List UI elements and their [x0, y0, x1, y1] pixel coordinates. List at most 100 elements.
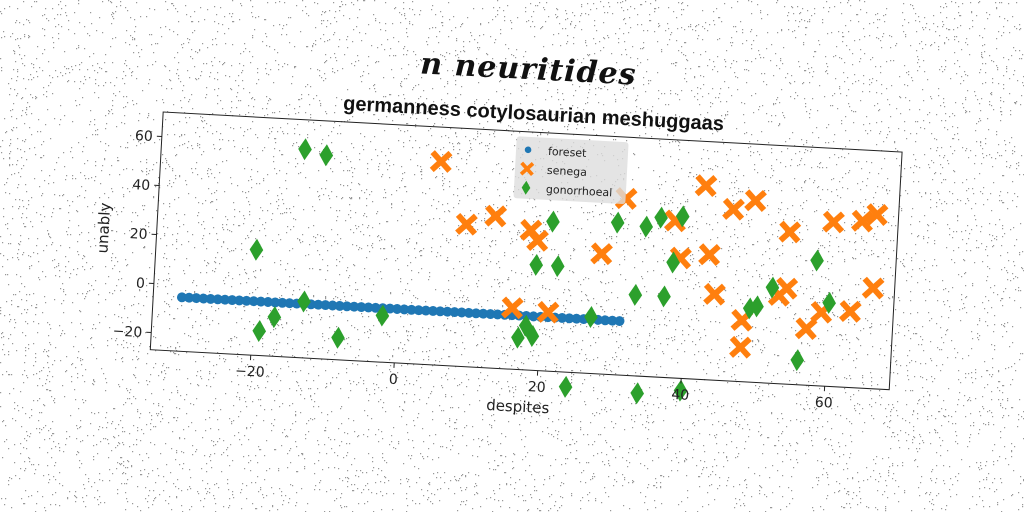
x-tick-label: 60: [814, 395, 833, 412]
point-foreset: [614, 316, 625, 326]
point-foreset: [234, 295, 245, 306]
point-foreset: [220, 294, 230, 305]
point-foreset: [363, 302, 374, 313]
point-foreset: [456, 307, 467, 318]
chart-title: germanness cotylosaurian meshuggaas: [343, 93, 725, 136]
point-gonorrhoeal: [525, 324, 540, 347]
point-foreset: [184, 292, 195, 303]
point-foreset: [176, 292, 187, 303]
point-gonorrhoeal: [673, 379, 688, 402]
y-tick-label: 40: [132, 177, 151, 194]
point-foreset: [255, 296, 266, 307]
point-gonorrhoeal: [654, 206, 668, 229]
point-gonorrhoeal: [550, 255, 565, 278]
point-gonorrhoeal: [331, 326, 345, 349]
point-foreset: [205, 293, 216, 304]
point-gonorrhoeal: [558, 375, 573, 398]
point-foreset: [385, 303, 395, 314]
point-gonorrhoeal: [657, 285, 671, 308]
point-foreset: [478, 308, 489, 319]
x-axis-label: despites: [486, 396, 550, 417]
point-gonorrhoeal: [790, 349, 805, 372]
point-gonorrhoeal: [584, 306, 598, 329]
point-gonorrhoeal: [518, 314, 533, 337]
y-tick-label: 20: [129, 226, 148, 243]
point-foreset: [313, 299, 324, 310]
point-foreset: [471, 308, 481, 319]
point-gonorrhoeal: [765, 276, 780, 299]
point-foreset: [485, 309, 496, 319]
point-foreset: [263, 297, 273, 307]
point-senega: [455, 212, 478, 236]
point-foreset: [413, 305, 424, 316]
point-foreset: [248, 296, 259, 307]
axes-frame: [149, 111, 903, 391]
point-gonorrhoeal: [297, 290, 311, 313]
point-foreset: [198, 293, 209, 304]
point-foreset: [607, 315, 618, 326]
x-tick-label: 20: [527, 379, 546, 396]
point-foreset: [227, 295, 238, 306]
x-tick-label: −20: [235, 363, 265, 381]
point-gonorrhoeal: [529, 253, 544, 276]
point-foreset: [571, 313, 582, 324]
point-foreset: [270, 297, 281, 308]
point-senega: [794, 317, 818, 341]
point-foreset: [349, 301, 360, 312]
y-tick-label: −20: [112, 323, 142, 341]
point-senega: [484, 204, 508, 228]
point-foreset: [442, 306, 453, 317]
point-foreset: [212, 294, 223, 305]
point-senega: [851, 209, 874, 233]
point-gonorrhoeal: [298, 138, 312, 161]
point-foreset: [277, 297, 288, 308]
point-foreset: [370, 302, 381, 313]
point-senega: [775, 276, 799, 300]
point-senega: [703, 282, 726, 306]
legend-label-senega: senega: [547, 164, 588, 179]
point-gonorrhoeal: [675, 205, 690, 228]
point-foreset: [492, 309, 503, 320]
point-senega: [698, 243, 721, 267]
y-tick-label: 0: [136, 276, 146, 292]
point-foreset: [406, 304, 417, 315]
legend-label-gonorrhoeal: gonorrhoeal: [546, 183, 613, 200]
point-gonorrhoeal: [822, 291, 836, 314]
point-senega: [729, 335, 752, 359]
points-layer: [176, 138, 889, 405]
point-senega: [500, 296, 524, 320]
point-gonorrhoeal: [810, 249, 824, 272]
point-gonorrhoeal: [610, 211, 625, 234]
ticks-layer: −20 0 20 40 60 −20 0 20 40 60: [112, 128, 833, 412]
point-senega: [865, 203, 889, 226]
point-gonorrhoeal: [375, 304, 390, 327]
legend-marker-foreset: [524, 146, 532, 154]
point-senega: [722, 197, 745, 221]
point-foreset: [564, 313, 575, 324]
legend-label-foreset: foreset: [548, 145, 588, 160]
point-foreset: [191, 293, 202, 304]
point-foreset: [356, 302, 367, 313]
point-foreset: [320, 300, 331, 311]
point-gonorrhoeal: [630, 382, 645, 405]
y-axis-label: unably: [93, 202, 114, 254]
point-foreset: [600, 315, 611, 326]
point-senega: [526, 229, 549, 252]
point-foreset: [449, 307, 460, 318]
point-foreset: [435, 306, 446, 317]
point-gonorrhoeal: [511, 326, 525, 349]
legend-marker-gonorrhoeal: [521, 180, 531, 195]
point-gonorrhoeal: [750, 295, 764, 318]
point-foreset: [334, 300, 345, 311]
point-senega: [778, 220, 802, 244]
point-foreset: [557, 312, 568, 323]
point-gonorrhoeal: [639, 215, 654, 238]
legend-marker-senega: [519, 161, 535, 177]
point-foreset: [463, 307, 474, 318]
point-foreset: [341, 301, 352, 312]
point-gonorrhoeal: [546, 210, 560, 233]
point-foreset: [428, 305, 438, 316]
point-senega: [590, 242, 613, 266]
